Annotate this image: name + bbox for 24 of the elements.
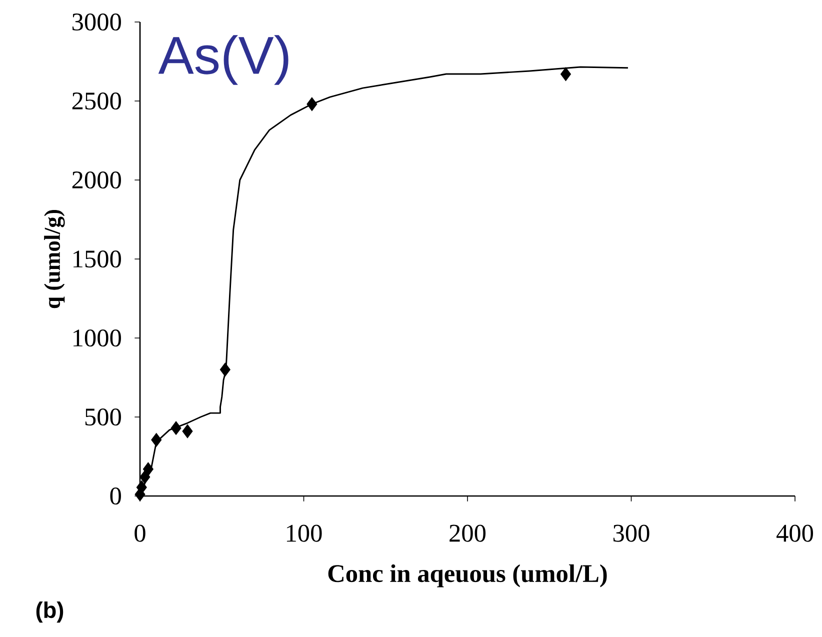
point bbox=[306, 97, 318, 112]
y-tick-label: 2000 bbox=[72, 171, 121, 189]
x-tick-label: 300 bbox=[613, 524, 650, 542]
point bbox=[140, 470, 150, 484]
x-axis-title: Conc in aqeuous (umol/L) bbox=[328, 564, 607, 588]
point bbox=[560, 67, 572, 82]
point bbox=[220, 362, 230, 377]
annotation: As(V) bbox=[158, 35, 288, 85]
point bbox=[170, 421, 182, 436]
y-tick-label: 3000 bbox=[72, 13, 121, 31]
y-tick-label: 2500 bbox=[72, 92, 121, 110]
point bbox=[142, 462, 154, 476]
y-tick-label: 1000 bbox=[74, 329, 121, 347]
x-tick-label: 400 bbox=[776, 524, 814, 542]
y-tick-label: 500 bbox=[85, 408, 121, 426]
x-tick-label: 100 bbox=[286, 524, 322, 542]
point bbox=[151, 432, 162, 447]
text: (b) bbox=[36, 601, 64, 623]
y-tick-label: 1500 bbox=[74, 250, 121, 268]
x-tick-label: 200 bbox=[450, 524, 486, 542]
y-tick-label: 0 bbox=[110, 487, 121, 505]
point bbox=[182, 424, 193, 438]
y-axis-title: q (umol/g) bbox=[44, 210, 65, 308]
x-tick-label: 0 bbox=[134, 524, 146, 542]
